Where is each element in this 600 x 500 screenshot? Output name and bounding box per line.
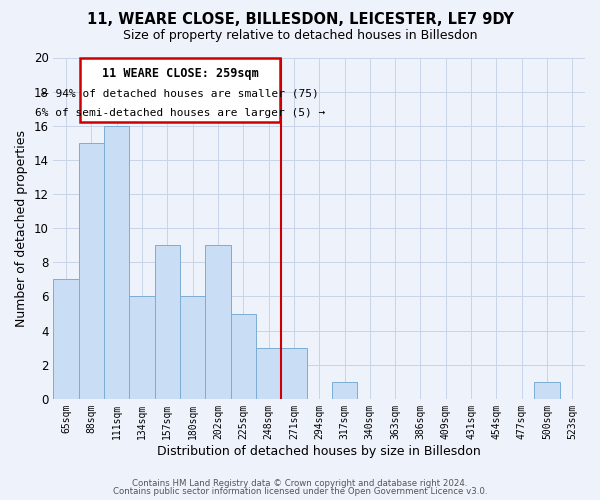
Bar	[205, 245, 230, 399]
Bar	[230, 314, 256, 399]
X-axis label: Distribution of detached houses by size in Billesdon: Distribution of detached houses by size …	[157, 444, 481, 458]
Y-axis label: Number of detached properties: Number of detached properties	[15, 130, 28, 326]
FancyBboxPatch shape	[80, 58, 280, 122]
Text: ← 94% of detached houses are smaller (75): ← 94% of detached houses are smaller (75…	[41, 89, 319, 99]
Bar	[332, 382, 357, 399]
Bar	[535, 382, 560, 399]
Bar	[256, 348, 281, 399]
Text: 11 WEARE CLOSE: 259sqm: 11 WEARE CLOSE: 259sqm	[101, 66, 259, 80]
Text: Contains HM Land Registry data © Crown copyright and database right 2024.: Contains HM Land Registry data © Crown c…	[132, 478, 468, 488]
Bar	[180, 296, 205, 399]
Bar	[104, 126, 130, 399]
Bar	[130, 296, 155, 399]
Text: 6% of semi-detached houses are larger (5) →: 6% of semi-detached houses are larger (5…	[35, 108, 325, 118]
Text: Size of property relative to detached houses in Billesdon: Size of property relative to detached ho…	[123, 29, 477, 42]
Text: Contains public sector information licensed under the Open Government Licence v3: Contains public sector information licen…	[113, 487, 487, 496]
Bar	[53, 280, 79, 399]
Bar	[281, 348, 307, 399]
Bar	[79, 143, 104, 399]
Bar	[155, 245, 180, 399]
Text: 11, WEARE CLOSE, BILLESDON, LEICESTER, LE7 9DY: 11, WEARE CLOSE, BILLESDON, LEICESTER, L…	[86, 12, 514, 28]
